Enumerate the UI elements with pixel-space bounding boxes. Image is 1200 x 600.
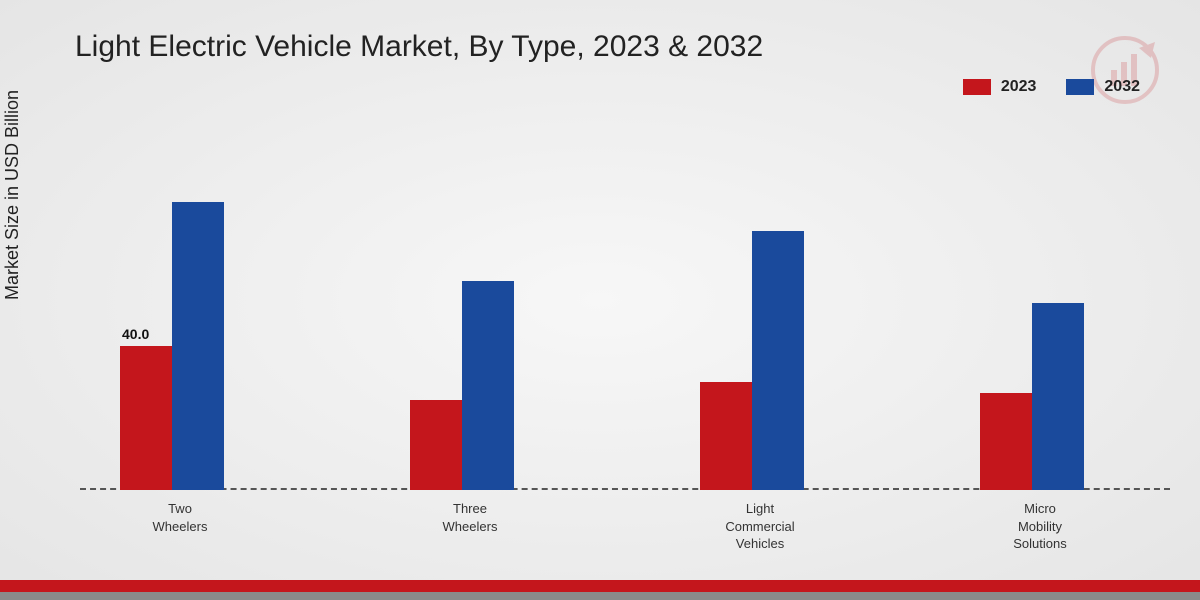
category-label: Three Wheelers	[410, 500, 530, 535]
bar-2023	[700, 382, 752, 490]
legend-label-2032: 2032	[1104, 78, 1140, 96]
bar-value-label: 40.0	[122, 326, 149, 342]
bar-2032	[172, 202, 224, 490]
legend-swatch-2032	[1066, 79, 1094, 95]
category-label: Micro Mobility Solutions	[980, 500, 1100, 553]
bar-2023	[980, 393, 1032, 490]
watermark-logo	[1085, 30, 1165, 115]
bar-2023	[120, 346, 172, 490]
footer-red-stripe	[0, 580, 1200, 592]
legend-item-2023: 2023	[963, 78, 1037, 96]
legend-label-2023: 2023	[1001, 78, 1037, 96]
bar-group	[700, 231, 804, 490]
footer-bar	[0, 580, 1200, 600]
bar-2023	[410, 400, 462, 490]
y-axis-label: Market Size in USD Billion	[2, 90, 23, 300]
category-label: Two Wheelers	[120, 500, 240, 535]
legend: 2023 2032	[963, 78, 1140, 96]
bar-group	[980, 303, 1084, 490]
bar-group	[120, 202, 224, 490]
chart-title: Light Electric Vehicle Market, By Type, …	[75, 30, 763, 64]
legend-item-2032: 2032	[1066, 78, 1140, 96]
bar-2032	[462, 281, 514, 490]
chart-container: Light Electric Vehicle Market, By Type, …	[0, 0, 1200, 600]
bar-2032	[752, 231, 804, 490]
bar-2032	[1032, 303, 1084, 490]
footer-grey-stripe	[0, 592, 1200, 600]
category-label: Light Commercial Vehicles	[700, 500, 820, 553]
plot-area: Two WheelersThree WheelersLight Commerci…	[80, 130, 1170, 490]
legend-swatch-2023	[963, 79, 991, 95]
bar-group	[410, 281, 514, 490]
